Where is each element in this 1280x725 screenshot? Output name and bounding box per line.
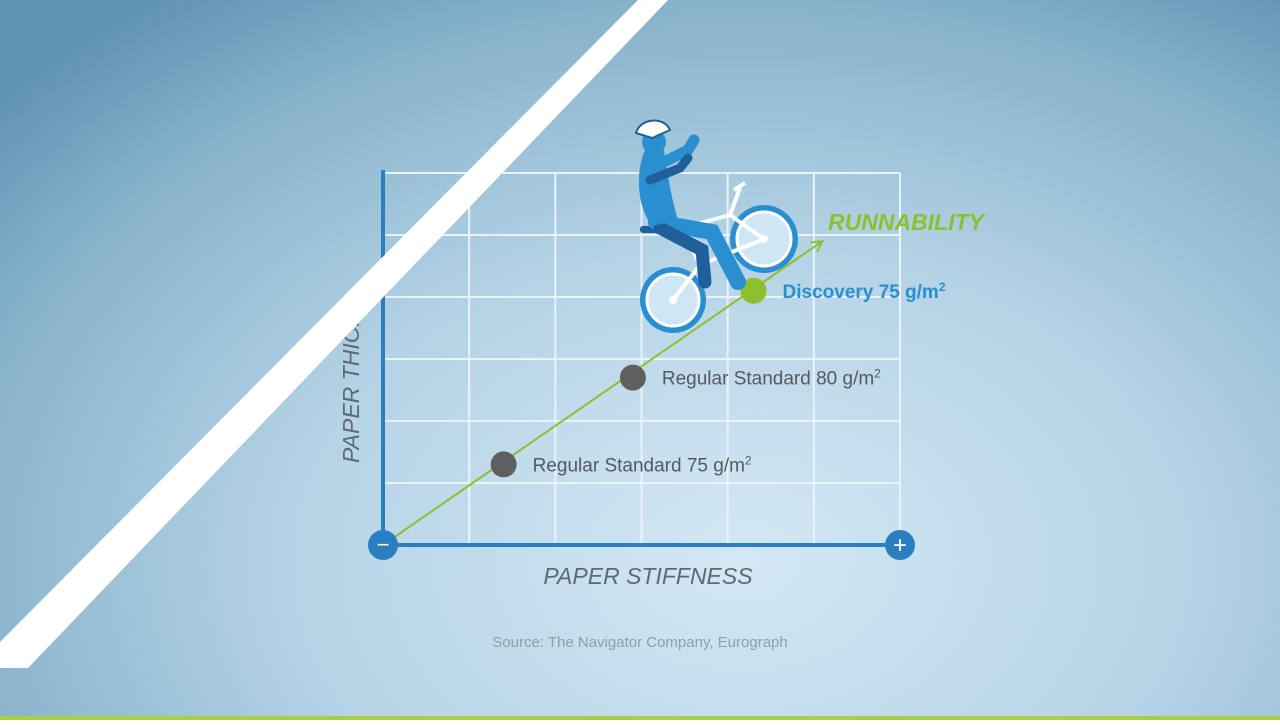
- data-points: Regular Standard 75 g/m2 Regular Standard…: [490, 277, 946, 478]
- y-axis-title: PAPER THICK: [338, 310, 364, 463]
- axis-min-label: −: [377, 532, 390, 557]
- unit-superscript: 2: [939, 280, 946, 294]
- data-point: [619, 364, 646, 391]
- trend-label: RUNNABILITY: [828, 209, 987, 235]
- data-point: [490, 451, 517, 478]
- cyclist-icon: [634, 119, 798, 333]
- x-axis-title: PAPER STIFFNESS: [543, 563, 753, 589]
- data-point-label: Regular Standard 80 g/m2: [662, 367, 881, 390]
- data-point: [740, 277, 767, 304]
- data-point-label: Discovery 75 g/m2: [783, 280, 946, 303]
- minus-icon: −: [368, 530, 398, 560]
- unit-superscript: 2: [745, 453, 752, 467]
- trend-arrowhead: [810, 240, 825, 253]
- data-point-label: Regular Standard 75 g/m2: [533, 453, 752, 476]
- axis-max-label: +: [893, 532, 907, 559]
- unit-superscript: 2: [874, 367, 881, 381]
- plus-icon: +: [885, 530, 915, 560]
